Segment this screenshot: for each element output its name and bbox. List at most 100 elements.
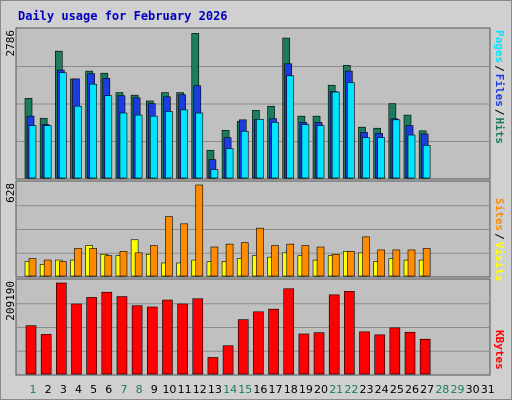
top-panel-bars [24, 33, 431, 179]
x-label-day-24: 24 [375, 383, 389, 396]
bar-kbytes-day-7 [116, 296, 128, 375]
x-label-day-23: 23 [360, 383, 374, 396]
x-label-day-5: 5 [90, 383, 97, 396]
bar-kbytes-day-12 [192, 298, 204, 375]
bar-sites-day-14 [225, 243, 234, 277]
bar-sites-day-3 [59, 261, 67, 277]
bar-pages-day-20 [316, 125, 325, 179]
legend-sep-1: / [493, 65, 506, 72]
x-label-day-30: 30 [466, 383, 480, 396]
bar-sites-day-1 [28, 258, 37, 277]
middle-legend: Sites / Visits [493, 198, 506, 282]
bar-kbytes-day-4 [71, 303, 82, 375]
bar-kbytes-day-17 [268, 308, 279, 375]
bar-kbytes-day-25 [389, 327, 401, 375]
legend-kbytes: KBytes [493, 330, 506, 370]
x-label-day-14: 14 [223, 383, 237, 396]
legend-sep-3: / [493, 233, 506, 240]
bar-kbytes-day-11 [177, 303, 188, 375]
bar-pages-day-6 [104, 95, 113, 179]
bar-sites-day-7 [119, 251, 128, 277]
bar-pages-day-8 [134, 114, 143, 179]
x-label-day-22: 22 [344, 383, 358, 396]
bar-sites-day-9 [149, 245, 158, 277]
legend-sites: Sites [493, 198, 506, 231]
bar-pages-day-19 [301, 124, 310, 179]
bar-pages-day-14 [225, 148, 234, 179]
bar-pages-day-23 [362, 137, 370, 179]
bar-kbytes-day-22 [344, 291, 355, 375]
x-label-day-18: 18 [284, 383, 298, 396]
bar-kbytes-day-9 [146, 306, 158, 375]
bar-pages-day-10 [165, 111, 173, 179]
bar-pages-day-24 [377, 137, 385, 179]
bar-pages-day-12 [195, 112, 204, 179]
x-label-day-29: 29 [450, 383, 464, 396]
x-label-day-8: 8 [136, 383, 143, 396]
bar-sites-day-16 [256, 227, 264, 277]
x-label-day-6: 6 [105, 383, 112, 396]
legend-files: Files [493, 74, 506, 107]
bar-pages-day-4 [74, 105, 82, 179]
bar-pages-day-25 [392, 119, 401, 179]
bar-pages-day-2 [43, 125, 52, 179]
x-label-day-17: 17 [269, 383, 283, 396]
x-label-day-16: 16 [253, 383, 267, 396]
x-label-day-3: 3 [60, 383, 67, 396]
bar-pages-day-22 [347, 82, 355, 179]
bar-sites-day-19 [301, 245, 310, 277]
x-label-day-25: 25 [390, 383, 404, 396]
x-label-day-15: 15 [238, 383, 252, 396]
bar-sites-day-18 [286, 243, 295, 277]
bar-pages-day-13 [210, 169, 219, 179]
x-label-day-4: 4 [75, 383, 82, 396]
bar-pages-day-5 [89, 83, 97, 179]
bottom-legend: KBytes [493, 330, 506, 370]
bar-sites-day-20 [316, 246, 325, 277]
top-ytick-label: 2786 [4, 30, 17, 57]
bar-kbytes-day-10 [162, 299, 173, 375]
x-label-day-27: 27 [420, 383, 434, 396]
bar-pages-day-15 [240, 131, 249, 179]
bottom-panel-bars [25, 282, 431, 375]
bar-pages-day-1 [28, 125, 37, 179]
bar-pages-day-21 [331, 91, 340, 179]
chart-title: Daily usage for February 2026 [18, 9, 228, 23]
bar-sites-day-5 [89, 248, 97, 277]
x-label-day-11: 11 [178, 383, 192, 396]
bar-kbytes-day-20 [313, 332, 325, 375]
bar-kbytes-day-21 [328, 294, 340, 375]
bar-pages-day-17 [271, 122, 279, 179]
bar-kbytes-day-27 [419, 338, 431, 375]
x-label-day-19: 19 [299, 383, 313, 396]
x-label-day-13: 13 [208, 383, 222, 396]
bar-sites-day-13 [210, 246, 219, 277]
bar-sites-day-25 [392, 249, 401, 277]
bar-sites-day-4 [74, 248, 82, 277]
bar-sites-day-8 [134, 252, 143, 277]
bar-pages-day-26 [407, 134, 416, 179]
bar-sites-day-21 [331, 253, 340, 277]
bar-pages-day-27 [422, 145, 431, 179]
bar-kbytes-day-15 [237, 319, 249, 375]
x-label-day-26: 26 [405, 383, 419, 396]
bar-sites-day-10 [165, 216, 173, 277]
bar-kbytes-day-1 [25, 325, 37, 375]
bar-kbytes-day-26 [404, 331, 416, 375]
bar-sites-day-17 [271, 245, 279, 277]
bar-kbytes-day-16 [253, 311, 264, 375]
bar-kbytes-day-3 [56, 282, 67, 375]
bar-pages-day-18 [286, 75, 295, 179]
bar-sites-day-12 [195, 184, 204, 277]
bar-sites-day-22 [347, 251, 355, 277]
x-label-day-28: 28 [435, 383, 449, 396]
bar-sites-day-26 [407, 249, 416, 277]
legend-sep-2: / [493, 109, 506, 116]
bar-kbytes-day-23 [359, 331, 370, 375]
bar-sites-day-27 [422, 248, 431, 277]
bar-kbytes-day-13 [207, 357, 219, 375]
x-label-day-31: 31 [481, 383, 495, 396]
x-label-day-20: 20 [314, 383, 328, 396]
